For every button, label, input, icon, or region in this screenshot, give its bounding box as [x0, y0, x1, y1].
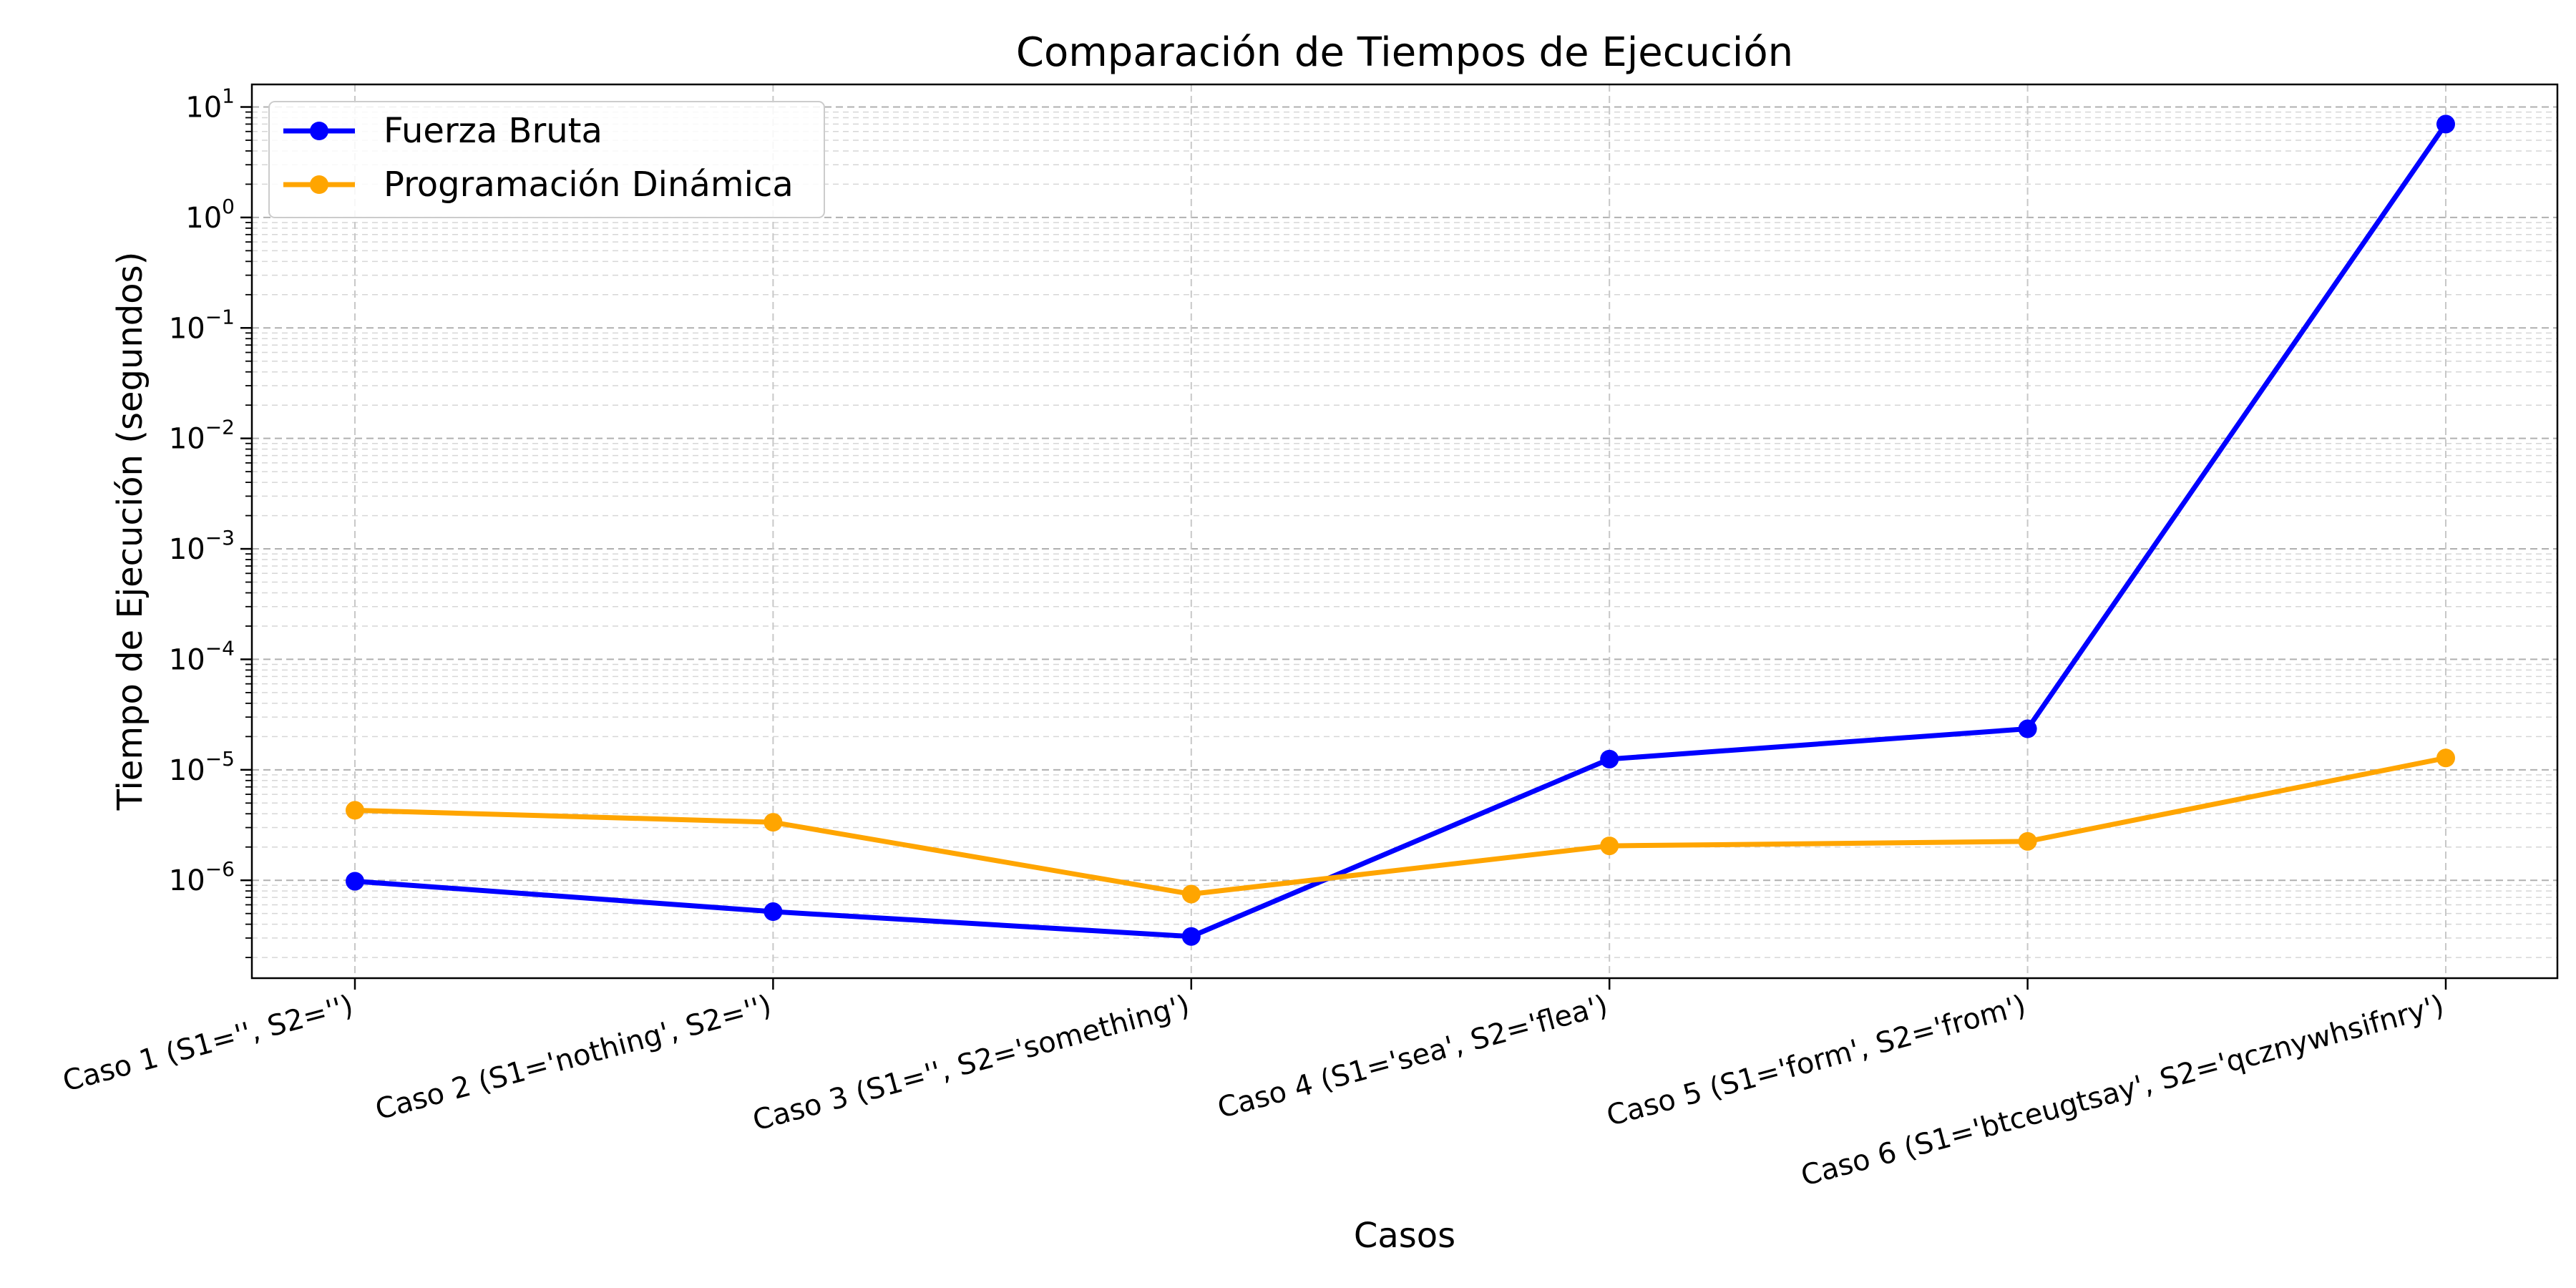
legend-marker-programacion-dinamica — [310, 175, 328, 194]
series-layer — [346, 114, 2455, 946]
data-point-fuerza-bruta — [2018, 719, 2037, 738]
data-point-fuerza-bruta — [1600, 749, 1619, 769]
legend-label-fuerza-bruta: Fuerza Bruta — [384, 111, 602, 151]
data-point-programacion-dinamica — [346, 801, 364, 820]
data-point-programacion-dinamica — [2018, 831, 2037, 851]
x-axis-label: Casos — [1354, 1216, 1455, 1256]
y-tick-label: 101 — [185, 84, 235, 125]
data-point-programacion-dinamica — [1600, 836, 1619, 856]
y-tick-label: 10−4 — [169, 636, 235, 676]
x-tick-label: Caso 2 (S1='nothing', S2='') — [372, 989, 775, 1126]
legend-label-programacion-dinamica: Programación Dinámica — [384, 165, 794, 205]
chart-title: Comparación de Tiempos de Ejecución — [1016, 29, 1793, 76]
grid-lines — [252, 84, 2557, 978]
x-tick-label: Caso 5 (S1='form', S2='from') — [1604, 989, 2030, 1133]
y-axis: 10−6 10−5 10−4 10−3 10−2 10−1 100 101 — [169, 84, 252, 959]
data-point-programacion-dinamica — [1181, 884, 1201, 904]
plot-frame — [250, 83, 2559, 980]
y-axis-label: Tiempo de Ejecución (segundos) — [110, 252, 150, 811]
x-tick-label: Caso 3 (S1='', S2='something') — [749, 989, 1193, 1137]
data-point-fuerza-bruta — [2436, 114, 2455, 134]
y-tick-label: 10−1 — [169, 305, 235, 345]
data-point-programacion-dinamica — [2436, 748, 2455, 768]
data-point-fuerza-bruta — [1181, 927, 1201, 946]
x-axis: Caso 1 (S1='', S2='') Caso 2 (S1='nothing… — [59, 978, 2448, 1193]
series-line-programacion-dinamica — [354, 755, 2446, 897]
series-line-fuerza-bruta — [354, 122, 2448, 940]
x-tick-label: Caso 4 (S1='sea', S2='flea') — [1214, 989, 1611, 1125]
data-point-fuerza-bruta — [346, 872, 364, 891]
y-tick-label: 100 — [185, 195, 235, 235]
y-tick-label: 10−5 — [169, 747, 235, 787]
data-point-fuerza-bruta — [763, 902, 783, 922]
x-tick-label: Caso 1 (S1='', S2='') — [59, 989, 357, 1098]
y-tick-label: 10−6 — [169, 857, 235, 897]
y-tick-label: 10−3 — [169, 526, 235, 566]
legend-frame — [268, 101, 825, 218]
legend-marker-fuerza-bruta — [310, 122, 328, 140]
x-tick-label: Caso 6 (S1='btceugtsay', S2='qcznywhsifn… — [1797, 989, 2447, 1193]
y-tick-label: 10−2 — [169, 416, 235, 456]
data-point-programacion-dinamica — [763, 813, 783, 832]
legend: Fuerza Bruta Programación Dinámica — [268, 101, 825, 218]
